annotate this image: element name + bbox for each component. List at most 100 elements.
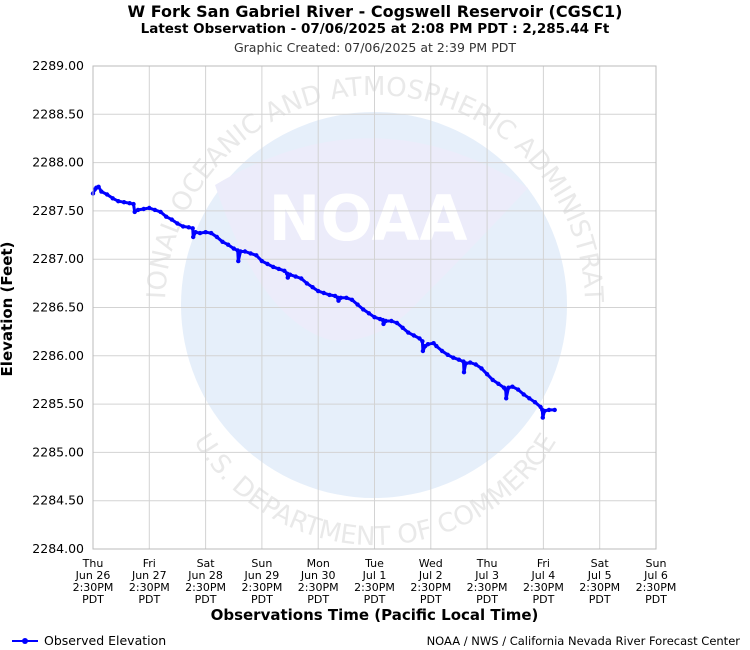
x-tick-label-line: 2:30PM xyxy=(185,581,226,594)
x-tick-label-line: Sun xyxy=(251,557,272,570)
legend-label: Observed Elevation xyxy=(44,633,167,648)
x-tick-label-line: Jul 5 xyxy=(587,569,612,582)
observed-elevation-point xyxy=(220,239,225,244)
graphic-created-label: Graphic Created: 07/06/2025 at 2:39 PM P… xyxy=(233,40,516,55)
observed-elevation-point xyxy=(203,230,208,235)
series-observed-elevation xyxy=(90,184,557,420)
y-tick-label: 2286.00 xyxy=(32,348,84,363)
x-tick-label: Sun Jul 6 2:30PM PDT xyxy=(636,557,677,606)
x-tick-label-line: 2:30PM xyxy=(354,581,395,594)
observed-elevation-point xyxy=(515,387,521,392)
observed-elevation-point xyxy=(99,189,104,194)
observed-elevation-point xyxy=(236,258,241,264)
observed-elevation-point xyxy=(461,370,467,375)
observed-elevation-point xyxy=(473,362,478,367)
x-tick-label-line: 2:30PM xyxy=(410,581,451,594)
x-tick-label-line: PDT xyxy=(532,593,554,606)
x-tick-label-line: Sun xyxy=(646,557,667,570)
x-tick-label: Sat Jun 28 2:30PM PDT xyxy=(185,557,226,606)
observed-elevation-point xyxy=(259,258,265,264)
observed-elevation-point xyxy=(338,295,343,300)
observed-elevation-point xyxy=(214,234,220,240)
plot-frame xyxy=(92,65,657,550)
x-tick-label-line: PDT xyxy=(82,593,104,606)
x-tick-label: Wed Jul 2 2:30PM PDT xyxy=(410,557,451,606)
observed-elevation-point xyxy=(225,242,231,247)
observed-elevation-point xyxy=(104,192,110,197)
observed-elevation-point xyxy=(521,392,526,397)
observed-elevation-point xyxy=(265,261,270,267)
latest-observation-subtitle: Latest Observation - 07/06/2025 at 2:08 … xyxy=(140,21,610,37)
observed-elevation-point xyxy=(439,348,445,354)
observed-elevation-point xyxy=(197,230,203,236)
observed-elevation-point xyxy=(456,357,462,362)
x-tick-label: Tue Jul 1 2:30PM PDT xyxy=(354,557,395,606)
observed-elevation-point xyxy=(479,366,484,371)
observed-elevation-point xyxy=(484,372,490,377)
observed-elevation-point xyxy=(349,297,355,302)
y-tick-label: 2285.00 xyxy=(32,444,84,459)
x-tick-label-line: Fri xyxy=(143,557,156,570)
x-tick-label-line: PDT xyxy=(589,593,611,606)
observed-elevation-point xyxy=(361,307,366,312)
x-tick-label: Fri Jun 27 2:30PM PDT xyxy=(129,557,170,606)
observed-elevation-point xyxy=(190,226,195,231)
observed-elevation-point xyxy=(310,285,315,290)
noaa-logo-text: NOAA xyxy=(269,182,468,255)
x-tick-label-line: 2:30PM xyxy=(73,581,114,594)
credit-label: NOAA / NWS / California Nevada River For… xyxy=(426,634,740,648)
observed-elevation-point xyxy=(420,339,425,344)
observed-elevation-point xyxy=(510,384,515,389)
noaa-watermark: NOAA NATIONAL OCEANIC AND ATMOSPHERIC AD… xyxy=(0,0,608,552)
x-tick-label: Fri Jul 4 2:30PM PDT xyxy=(523,557,564,606)
x-tick-label-line: Wed xyxy=(419,557,443,570)
observed-elevation-point xyxy=(276,266,281,272)
observed-elevation-point xyxy=(383,318,388,324)
x-tick-label-line: Jun 30 xyxy=(300,569,336,582)
observed-elevation-point xyxy=(394,320,400,326)
x-tick-label-line: Jun 27 xyxy=(131,569,167,582)
observed-elevation-point xyxy=(445,352,450,357)
observed-elevation-point xyxy=(506,385,511,390)
x-tick-label-line: PDT xyxy=(420,593,442,606)
chart-tick-labels: 2284.00 2284.50 2285.00 2285.50 2286.00 2286.… xyxy=(32,58,676,606)
x-tick-label-line: 2:30PM xyxy=(523,581,564,594)
observed-elevation-point xyxy=(542,408,547,414)
observed-elevation-point xyxy=(372,315,377,320)
x-tick-label-line: Jul 2 xyxy=(418,569,443,582)
y-tick-label: 2284.50 xyxy=(32,493,84,508)
observed-elevation-point xyxy=(411,333,417,338)
observed-elevation-point xyxy=(191,234,196,240)
x-tick-label-line: 2:30PM xyxy=(241,581,282,594)
observed-elevation-point xyxy=(431,341,436,346)
observed-elevation-point xyxy=(282,268,287,273)
x-tick-label-line: Mon xyxy=(307,557,330,570)
observed-elevation-point xyxy=(540,415,545,420)
x-axis-label: Observations Time (Pacific Local Time) xyxy=(210,606,539,624)
x-tick-label: Sun Jun 29 2:30PM PDT xyxy=(241,557,282,606)
observed-elevation-point xyxy=(287,272,293,277)
y-tick-label: 2289.00 xyxy=(32,58,84,73)
observed-elevation-point xyxy=(180,224,186,229)
chart-legend: Observed Elevation xyxy=(12,633,166,648)
x-tick-label-line: 2:30PM xyxy=(579,581,620,594)
observed-elevation-point xyxy=(110,196,115,201)
x-tick-label-line: PDT xyxy=(364,593,386,606)
observed-elevation-point xyxy=(238,249,243,254)
x-tick-label-line: 2:30PM xyxy=(636,581,677,594)
observed-elevation-point xyxy=(135,207,141,213)
chart-grid xyxy=(92,65,657,550)
observed-elevation-point xyxy=(131,201,136,207)
x-tick-label: Thu Jul 3 2:30PM PDT xyxy=(467,557,508,606)
y-tick-label: 2288.00 xyxy=(32,155,84,170)
observed-elevation-point xyxy=(242,249,248,254)
observed-elevation-point xyxy=(186,225,191,230)
noaa-logo-bird-icon xyxy=(215,138,528,341)
x-tick-label-line: 2:30PM xyxy=(467,581,508,594)
observed-elevation-point xyxy=(400,325,405,330)
x-tick-label-line: Fri xyxy=(537,557,550,570)
x-tick-label-line: Thu xyxy=(82,557,104,570)
x-tick-label-line: Tue xyxy=(364,557,384,570)
x-tick-label-line: PDT xyxy=(138,593,160,606)
